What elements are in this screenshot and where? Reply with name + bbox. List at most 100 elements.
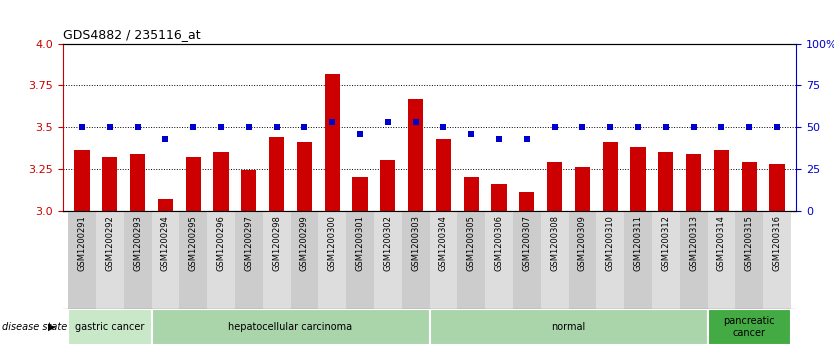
Text: GSM1200300: GSM1200300 bbox=[328, 215, 337, 271]
Text: GSM1200304: GSM1200304 bbox=[439, 215, 448, 271]
Bar bbox=[769, 164, 785, 211]
Point bbox=[437, 124, 450, 130]
Point bbox=[158, 136, 172, 142]
Bar bbox=[74, 150, 90, 211]
Bar bbox=[130, 154, 145, 211]
Point bbox=[575, 124, 589, 130]
Point bbox=[103, 124, 117, 130]
Bar bbox=[123, 211, 152, 309]
Point bbox=[548, 124, 561, 130]
Point bbox=[242, 124, 255, 130]
Text: GSM1200297: GSM1200297 bbox=[244, 215, 254, 271]
Bar bbox=[68, 309, 152, 345]
Bar bbox=[519, 192, 535, 211]
Bar bbox=[324, 74, 340, 211]
Bar bbox=[185, 157, 201, 211]
Point bbox=[75, 124, 88, 130]
Text: pancreatic
cancer: pancreatic cancer bbox=[723, 316, 775, 338]
Bar bbox=[158, 199, 173, 211]
Text: GSM1200294: GSM1200294 bbox=[161, 215, 170, 271]
Bar bbox=[714, 150, 729, 211]
Bar bbox=[464, 177, 479, 211]
Text: GSM1200314: GSM1200314 bbox=[717, 215, 726, 271]
Bar bbox=[435, 139, 451, 211]
Text: GSM1200315: GSM1200315 bbox=[745, 215, 754, 271]
Text: GSM1200299: GSM1200299 bbox=[300, 215, 309, 271]
Point bbox=[214, 124, 228, 130]
Bar bbox=[290, 211, 319, 309]
Text: GSM1200302: GSM1200302 bbox=[384, 215, 392, 271]
Bar bbox=[152, 211, 179, 309]
Bar bbox=[235, 211, 263, 309]
Point bbox=[354, 131, 367, 136]
Point bbox=[465, 131, 478, 136]
Text: GSM1200293: GSM1200293 bbox=[133, 215, 142, 271]
Text: normal: normal bbox=[551, 322, 585, 332]
Bar bbox=[96, 211, 123, 309]
Bar bbox=[241, 171, 256, 211]
Point bbox=[381, 119, 394, 125]
Text: GSM1200311: GSM1200311 bbox=[634, 215, 642, 271]
Text: GSM1200301: GSM1200301 bbox=[355, 215, 364, 271]
Text: GSM1200309: GSM1200309 bbox=[578, 215, 587, 271]
Point bbox=[604, 124, 617, 130]
Bar bbox=[374, 211, 402, 309]
Point bbox=[715, 124, 728, 130]
Text: GSM1200295: GSM1200295 bbox=[188, 215, 198, 271]
Bar bbox=[631, 147, 646, 211]
Bar bbox=[179, 211, 207, 309]
Bar bbox=[346, 211, 374, 309]
Text: GSM1200306: GSM1200306 bbox=[495, 215, 504, 272]
Text: GSM1200307: GSM1200307 bbox=[522, 215, 531, 272]
Bar bbox=[352, 177, 368, 211]
Bar bbox=[741, 162, 757, 211]
Text: GSM1200310: GSM1200310 bbox=[605, 215, 615, 271]
Bar bbox=[513, 211, 540, 309]
Bar bbox=[457, 211, 485, 309]
Text: GSM1200296: GSM1200296 bbox=[217, 215, 225, 271]
Bar bbox=[575, 167, 590, 211]
Text: GSM1200313: GSM1200313 bbox=[689, 215, 698, 272]
Point bbox=[742, 124, 756, 130]
Bar bbox=[380, 160, 395, 211]
Bar bbox=[707, 309, 791, 345]
Bar bbox=[102, 157, 118, 211]
Point bbox=[409, 119, 422, 125]
Text: GSM1200291: GSM1200291 bbox=[78, 215, 87, 271]
Bar bbox=[297, 142, 312, 211]
Text: disease state: disease state bbox=[2, 322, 67, 332]
Bar bbox=[763, 211, 791, 309]
Bar bbox=[269, 137, 284, 211]
Bar bbox=[686, 154, 701, 211]
Bar bbox=[207, 211, 235, 309]
Point bbox=[187, 124, 200, 130]
Bar bbox=[491, 184, 507, 211]
Bar bbox=[214, 152, 229, 211]
Bar bbox=[569, 211, 596, 309]
Bar bbox=[602, 142, 618, 211]
Point bbox=[325, 119, 339, 125]
Bar bbox=[652, 211, 680, 309]
Bar bbox=[402, 211, 430, 309]
Bar bbox=[152, 309, 430, 345]
Text: GSM1200308: GSM1200308 bbox=[550, 215, 559, 272]
Point bbox=[659, 124, 672, 130]
Text: GSM1200312: GSM1200312 bbox=[661, 215, 671, 271]
Bar bbox=[319, 211, 346, 309]
Text: GSM1200303: GSM1200303 bbox=[411, 215, 420, 272]
Point bbox=[631, 124, 645, 130]
Bar bbox=[430, 309, 707, 345]
Point bbox=[131, 124, 144, 130]
Text: GSM1200298: GSM1200298 bbox=[272, 215, 281, 271]
Bar bbox=[680, 211, 707, 309]
Bar bbox=[596, 211, 624, 309]
Text: GSM1200316: GSM1200316 bbox=[772, 215, 781, 272]
Point bbox=[298, 124, 311, 130]
Bar bbox=[263, 211, 290, 309]
Bar bbox=[547, 162, 562, 211]
Bar bbox=[485, 211, 513, 309]
Text: GDS4882 / 235116_at: GDS4882 / 235116_at bbox=[63, 28, 200, 41]
Bar bbox=[624, 211, 652, 309]
Point bbox=[687, 124, 701, 130]
Text: GSM1200305: GSM1200305 bbox=[467, 215, 475, 271]
